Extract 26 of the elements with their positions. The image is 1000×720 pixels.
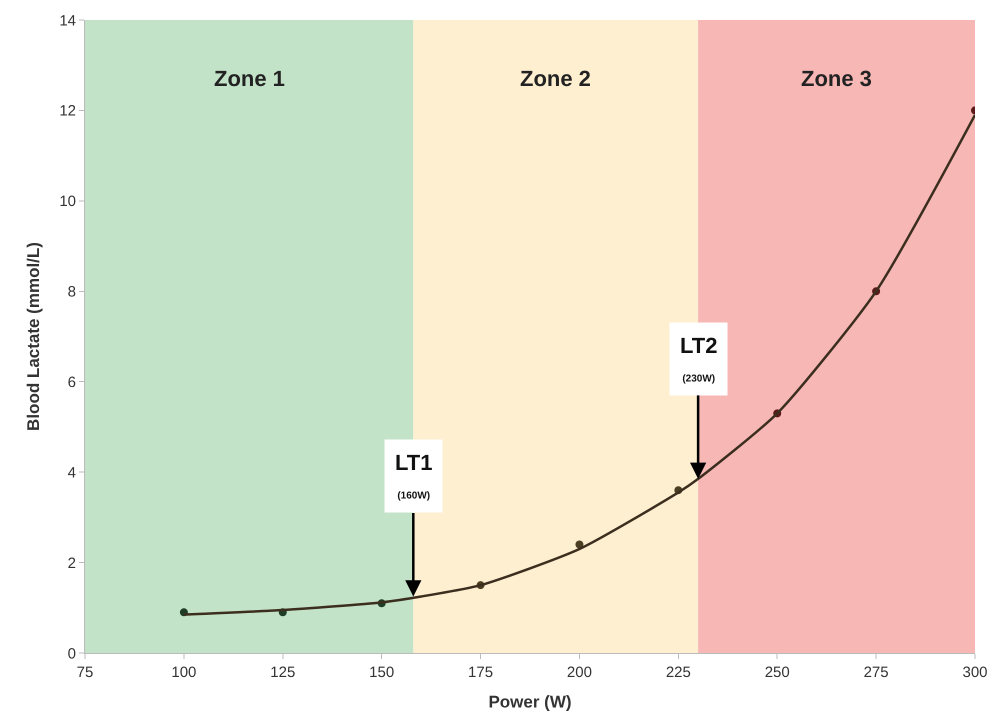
y-tick-label: 6 [68, 374, 76, 391]
x-tick-label: 125 [270, 664, 296, 681]
y-tick-label: 4 [68, 464, 76, 482]
band-label: Zone 3 [801, 66, 872, 91]
y-tick-label: 10 [59, 193, 76, 210]
x-tick-label: 100 [171, 664, 196, 681]
band-label: Zone 2 [520, 66, 591, 91]
y-tick-label: 8 [68, 284, 76, 301]
x-tick-label: 150 [369, 664, 394, 681]
x-tick-label: 200 [566, 664, 592, 681]
x-tick-label: 175 [468, 664, 494, 681]
x-tick-label: 275 [864, 664, 889, 681]
y-tick-label: 2 [68, 554, 76, 572]
y-axis-title: Blood Lactate (mmol/L) [24, 242, 43, 431]
x-tick-label: 225 [666, 664, 691, 681]
annotation: LT2 (230W) [680, 333, 718, 385]
x-axis-title: Power (W) [488, 692, 572, 712]
y-tick-label: 0 [68, 645, 76, 662]
annotation: LT1 (160W) [395, 450, 432, 502]
point [575, 540, 584, 548]
x-tick-label: 300 [962, 664, 988, 681]
y-tick-label: 12 [59, 102, 76, 120]
y-tick-label: 14 [59, 12, 76, 30]
band-label: Zone 1 [214, 66, 285, 91]
x-tick-label: 75 [76, 664, 94, 681]
x-tick-label: 250 [764, 664, 790, 681]
